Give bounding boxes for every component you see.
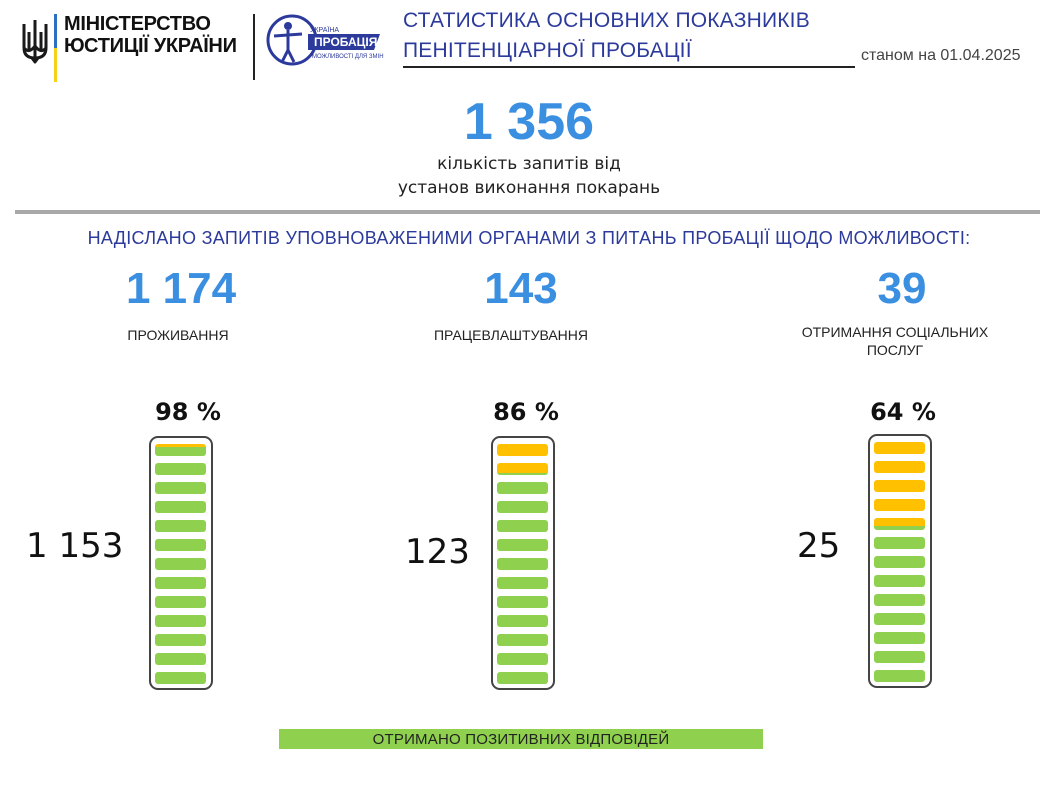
gauge-segment <box>874 442 925 454</box>
gauge-segment <box>497 577 548 589</box>
gauge-segment <box>497 520 548 532</box>
social-services-percent: 64 % <box>870 398 936 426</box>
employment-percent: 86 % <box>493 398 559 426</box>
gauge-segment <box>874 480 925 492</box>
probation-logo-line3: МОЖЛИВОСТІ ДЛЯ ЗМІН <box>312 54 384 60</box>
gauge-segment <box>874 461 925 473</box>
social-services-battery-gauge <box>868 434 932 688</box>
gauge-segment <box>497 463 548 475</box>
social-services-positive-value: 25 <box>797 526 841 566</box>
gauge-segment <box>155 444 206 456</box>
gauge-segment <box>155 501 206 513</box>
social-services-requests-value: 39 <box>877 264 927 313</box>
legend-swatch <box>279 729 763 749</box>
gauge-segment <box>155 539 206 551</box>
social-services-label: ОТРИМАННЯ СОЦІАЛЬНИХ ПОСЛУГ <box>765 323 1025 359</box>
housing-label: ПРОЖИВАННЯ <box>48 326 308 344</box>
gauge-segment <box>874 518 925 530</box>
employment-positive-value: 123 <box>405 532 470 572</box>
gauge-segment <box>874 651 925 663</box>
as-of-date: станом на 01.04.2025 <box>861 47 1021 64</box>
housing-battery-gauge <box>149 436 213 690</box>
gauge-segment <box>497 596 548 608</box>
gauge-segment <box>155 615 206 627</box>
employment-requests-value: 143 <box>484 264 558 313</box>
report-title-line1: СТАТИСТИКА ОСНОВНИХ ПОКАЗНИКІВ <box>403 9 810 32</box>
gauge-segment <box>497 634 548 646</box>
gauge-segment <box>497 501 548 513</box>
header-divider <box>253 14 255 80</box>
social-services-label-line2: ПОСЛУГ <box>866 342 924 358</box>
gauge-segment <box>155 463 206 475</box>
gauge-segment <box>874 632 925 644</box>
housing-positive-value: 1 153 <box>26 526 124 566</box>
gauge-segment <box>497 672 548 684</box>
section-divider <box>15 210 1040 214</box>
housing-requests-value: 1 174 <box>125 264 237 313</box>
employment-battery-gauge <box>491 436 555 690</box>
probation-logo-line2: ПРОБАЦІЯ <box>314 35 377 49</box>
gauge-segment <box>155 634 206 646</box>
trident-icon <box>20 18 50 64</box>
gauge-segment <box>874 556 925 568</box>
title-underline <box>403 66 855 68</box>
gauge-segment <box>155 558 206 570</box>
ministry-name: МІНІСТЕРСТВО ЮСТИЦІЇ УКРАЇНИ <box>64 13 237 57</box>
report-title-line2: ПЕНІТЕНЦІАРНОЇ ПРОБАЦІЇ <box>403 39 692 62</box>
gauge-segment <box>155 672 206 684</box>
gauge-segment <box>874 594 925 606</box>
ministry-name-line2: ЮСТИЦІЇ УКРАЇНИ <box>64 35 237 57</box>
gauge-segment <box>497 615 548 627</box>
gauge-segment <box>497 558 548 570</box>
employment-label: ПРАЦЕВЛАШТУВАННЯ <box>381 326 641 344</box>
probation-logo: УКРАЇНА ПРОБАЦІЯ МОЖЛИВОСТІ ДЛЯ ЗМІН <box>264 12 384 68</box>
gauge-segment <box>874 499 925 511</box>
gauge-segment <box>874 537 925 549</box>
gauge-segment <box>155 596 206 608</box>
total-caption-line1: кількість запитів від <box>437 154 621 174</box>
social-services-label-line1: ОТРИМАННЯ СОЦІАЛЬНИХ <box>801 324 989 340</box>
gauge-segment <box>497 444 548 456</box>
employment-label-line1: ПРАЦЕВЛАШТУВАННЯ <box>433 327 589 343</box>
gauge-segment <box>497 482 548 494</box>
gauge-segment <box>155 653 206 665</box>
gauge-segment <box>874 670 925 682</box>
housing-percent: 98 % <box>155 398 221 426</box>
gauge-segment <box>155 577 206 589</box>
total-requests-caption: кількість запитів від установ виконання … <box>300 152 758 200</box>
report-title: СТАТИСТИКА ОСНОВНИХ ПОКАЗНИКІВ ПЕНІТЕНЦІ… <box>403 6 810 66</box>
section-heading: НАДІСЛАНО ЗАПИТІВ УПОВНОВАЖЕНИМИ ОРГАНАМ… <box>87 228 971 248</box>
gauge-segment <box>155 520 206 532</box>
gauge-segment <box>155 482 206 494</box>
ministry-name-line1: МІНІСТЕРСТВО <box>64 13 211 35</box>
gauge-segment <box>874 575 925 587</box>
gauge-segment <box>874 613 925 625</box>
gauge-segment <box>497 653 548 665</box>
total-requests-value: 1 356 <box>463 93 595 151</box>
gauge-segment <box>497 539 548 551</box>
total-caption-line2: установ виконання покарань <box>397 178 661 198</box>
flag-stripe <box>54 14 57 82</box>
housing-label-line1: ПРОЖИВАННЯ <box>127 327 229 343</box>
probation-logo-line1: УКРАЇНА <box>310 26 339 34</box>
legend-label: ОТРИМАНО ПОЗИТИВНИХ ВІДПОВІДЕЙ <box>372 731 670 748</box>
